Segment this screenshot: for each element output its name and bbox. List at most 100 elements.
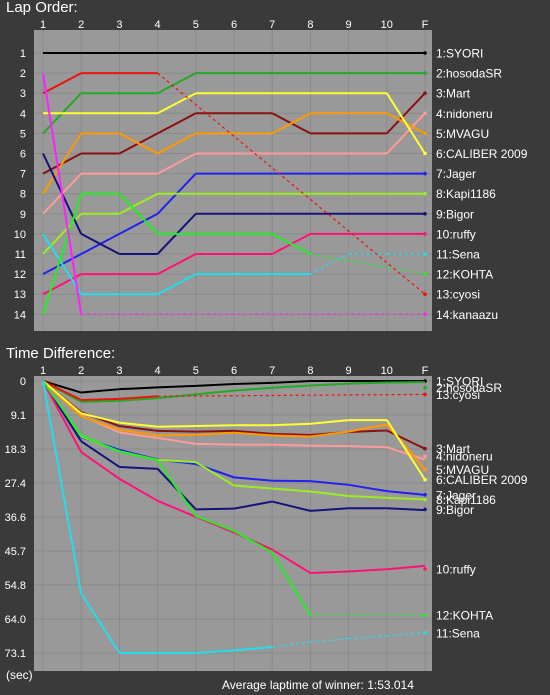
- time-1-syori-segment: [233, 381, 273, 385]
- time-4-nidoneru-segment: [386, 446, 426, 461]
- time-10-ruffy-segment: [42, 380, 83, 453]
- lap-x-tick: 9: [346, 19, 352, 31]
- time-8-kapi1186-segment: [195, 461, 235, 487]
- time-11-sena-segment: [195, 649, 235, 654]
- footer-average-laptime: Average laptime of winner: 1:53.014: [222, 678, 414, 692]
- lap-13-cyosi-end-marker: [423, 292, 427, 297]
- lap-11-sena-segment: [42, 233, 83, 295]
- time-13-cyosi-tail: [157, 393, 426, 397]
- time-4-nidoneru-segment: [195, 442, 235, 446]
- time-y-tick: 73.1: [5, 648, 26, 660]
- time-12-kohta-label: 12:KOHTA: [436, 609, 493, 623]
- lap-y-tick: 7: [20, 169, 26, 181]
- lap-y-tick: 2: [20, 68, 26, 80]
- lap-5-mvagu-segment: [157, 132, 197, 155]
- time-3-mart-segment: [195, 429, 235, 433]
- lap-7-jager-end-marker: [423, 171, 427, 176]
- time-2-hosodasr-label: 2:hosodaSR: [436, 381, 502, 395]
- time-7-jager-segment: [348, 483, 387, 493]
- lap-1-syori-label: 1:SYORI: [436, 47, 483, 61]
- lap-10-ruffy-end-marker: [423, 232, 427, 236]
- time-3-mart-segment: [348, 429, 387, 433]
- lap-14-kanaazu-label: 14:kanaazu: [436, 308, 498, 322]
- time-5-mvagu-segment: [195, 431, 235, 436]
- time-12-kohta-segment: [42, 380, 83, 436]
- time-13-cyosi-segment: [81, 397, 120, 401]
- time-x-tick: 2: [78, 365, 84, 377]
- time-4-nidoneru-end-marker: [423, 454, 427, 458]
- time-9-bigor-segment: [271, 500, 311, 512]
- lap-2-hosodasr-segment: [157, 72, 197, 95]
- lap-3-mart-segment: [386, 92, 426, 135]
- time-2-hosodasr-segment: [119, 397, 158, 402]
- time-9-bigor-segment: [80, 440, 120, 468]
- lap-11-sena-segment: [310, 253, 349, 275]
- lap-y-tick: 1: [20, 48, 26, 60]
- time-8-kapi1186-segment: [233, 484, 273, 490]
- lap-2-hosodasr-end-marker: [423, 71, 427, 75]
- time-5-mvagu-segment: [233, 431, 273, 437]
- lap-6-caliber-2009-label: 6:CALIBER 2009: [436, 147, 528, 161]
- lap-6-caliber-2009-end-marker: [423, 151, 427, 156]
- time-6-caliber-2009-segment: [310, 419, 349, 425]
- time-1-syori-segment: [157, 384, 196, 389]
- lap-8-kapi1186-segment: [118, 192, 159, 215]
- lap-12-kohta-segment: [271, 233, 311, 255]
- time-2-hosodasr-end-marker: [423, 385, 427, 390]
- lap-y-tick: 3: [20, 88, 26, 100]
- time-10-ruffy-segment: [157, 499, 197, 518]
- time-y-tick: 54.8: [5, 580, 26, 592]
- time-11-sena-segment: [272, 641, 311, 648]
- time-5-mvagu-segment: [119, 428, 158, 437]
- time-8-kapi1186-end-marker: [423, 497, 427, 502]
- lap-5-mvagu-end-marker: [423, 131, 427, 136]
- lap-y-tick: 9: [20, 209, 26, 221]
- time-9-bigor-segment: [310, 507, 349, 512]
- lap-13-cyosi-label: 13:cyosi: [436, 288, 480, 302]
- time-y-tick: 64.0: [5, 614, 26, 626]
- time-12-kohta-segment: [233, 530, 273, 554]
- time-7-jager-segment: [386, 490, 426, 496]
- time-11-sena-label: 11:Sena: [436, 626, 480, 640]
- lap-4-nidoneru-segment: [157, 152, 197, 175]
- time-y-tick: 0: [20, 376, 26, 388]
- time-10-ruffy-segment: [348, 568, 387, 573]
- time-5-mvagu-segment: [272, 434, 311, 438]
- time-4-nidoneru-segment: [348, 445, 387, 449]
- lap-7-jager-label: 7:Jager: [436, 167, 476, 181]
- lap-10-ruffy-segment: [157, 253, 197, 275]
- lap-x-tick: 7: [269, 19, 275, 31]
- lap-5-mvagu-segment: [42, 132, 83, 195]
- time-x-tick: 4: [155, 365, 161, 377]
- time-1-syori-label: 1:SYORI: [436, 375, 483, 389]
- time-difference-title: Time Difference:: [6, 345, 116, 362]
- lap-x-tick: 4: [155, 19, 161, 31]
- time-8-kapi1186-segment: [348, 494, 387, 499]
- lap-x-tick: 10: [381, 19, 393, 31]
- time-5-mvagu-segment: [310, 430, 349, 438]
- lap-7-jager-segment: [118, 212, 159, 235]
- time-x-tick: 6: [231, 365, 237, 377]
- time-11-sena-segment: [348, 635, 387, 640]
- lap-5-mvagu-segment: [271, 112, 311, 135]
- lap-x-tick: 3: [116, 19, 122, 31]
- lap-12-kohta-end-marker: [423, 272, 427, 276]
- lap-13-cyosi-tail: [157, 72, 426, 295]
- lap-12-kohta-segment: [118, 193, 159, 235]
- time-6-caliber-2009-segment: [157, 425, 196, 428]
- lap-5-mvagu-segment: [118, 132, 159, 155]
- lap-11-sena-end-marker: [423, 252, 427, 256]
- time-6-caliber-2009-label: 6:CALIBER 2009: [436, 473, 528, 487]
- time-6-caliber-2009-segment: [119, 421, 158, 428]
- time-x-tick: 5: [193, 365, 199, 377]
- time-11-sena-tail: [386, 632, 426, 637]
- time-7-jager-end-marker: [423, 493, 427, 497]
- time-11-sena-segment: [80, 592, 121, 654]
- time-12-kohta-segment: [119, 450, 158, 462]
- time-12-kohta-segment: [271, 552, 312, 616]
- time-9-bigor-segment: [195, 507, 235, 511]
- lap-12-kohta-label: 12:KOHTA: [436, 268, 493, 282]
- time-6-caliber-2009-end-marker: [423, 477, 427, 482]
- time-4-nidoneru-segment: [157, 436, 196, 445]
- time-2-hosodasr-segment: [233, 386, 273, 392]
